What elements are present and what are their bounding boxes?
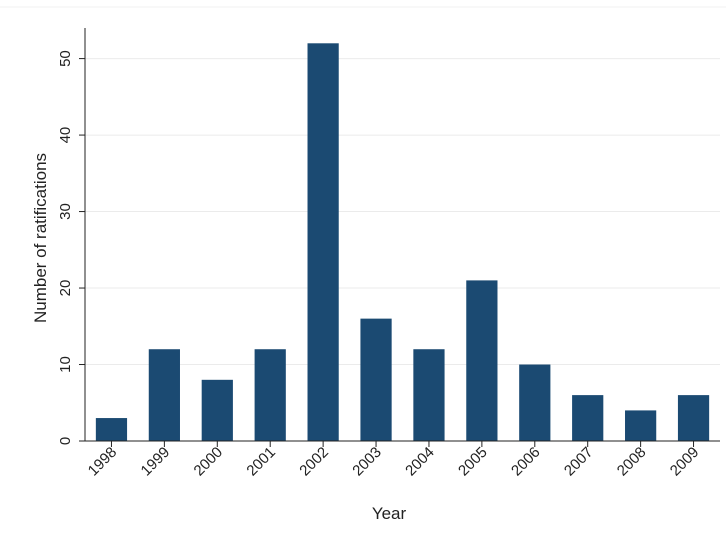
bar-2000 <box>201 379 233 441</box>
y-tick-label: 20 <box>57 280 74 297</box>
y-tick-label: 40 <box>57 127 74 144</box>
x-tick-label: 1999 <box>138 444 174 480</box>
bar-2008 <box>625 410 657 441</box>
bar-2002 <box>307 43 339 441</box>
x-tick-label: 2004 <box>402 444 438 480</box>
grid-lines <box>85 58 720 366</box>
y-tick-label: 0 <box>57 437 74 445</box>
x-axis-ticks: 1998 1999 2000 2001 2002 2003 2004 2005 2006 2007… <box>85 441 703 480</box>
x-tick-label: 2003 <box>349 444 385 480</box>
x-tick-label: 2007 <box>561 444 597 480</box>
x-tick-label: 2006 <box>508 444 544 480</box>
bar-1999 <box>148 349 180 441</box>
x-axis-label: Year <box>372 504 407 523</box>
y-tick-label: 50 <box>57 50 74 67</box>
y-tick-label: 10 <box>57 356 74 373</box>
x-tick-label: 2005 <box>455 444 491 480</box>
bar-1998 <box>95 418 128 441</box>
bar-2005 <box>466 280 498 441</box>
y-tick-label: 30 <box>57 203 74 220</box>
bar-2001 <box>254 349 286 441</box>
bar-2004 <box>413 349 445 441</box>
x-tick-label: 2000 <box>190 444 226 480</box>
x-tick-label: 2002 <box>296 444 332 480</box>
bar-2003 <box>360 318 392 441</box>
x-tick-label: 2009 <box>667 444 703 480</box>
bar-2006 <box>519 364 551 441</box>
x-tick-label: 2001 <box>243 444 279 480</box>
axes <box>84 28 720 442</box>
bar-2007 <box>572 395 604 441</box>
y-axis-label: Number of ratifications <box>31 153 50 323</box>
bar-2009 <box>677 395 710 441</box>
x-tick-label: 2008 <box>614 444 650 480</box>
x-tick-label: 1998 <box>85 444 121 480</box>
bars <box>95 43 710 441</box>
y-axis-ticks: 0 10 20 30 40 50 <box>57 50 85 445</box>
